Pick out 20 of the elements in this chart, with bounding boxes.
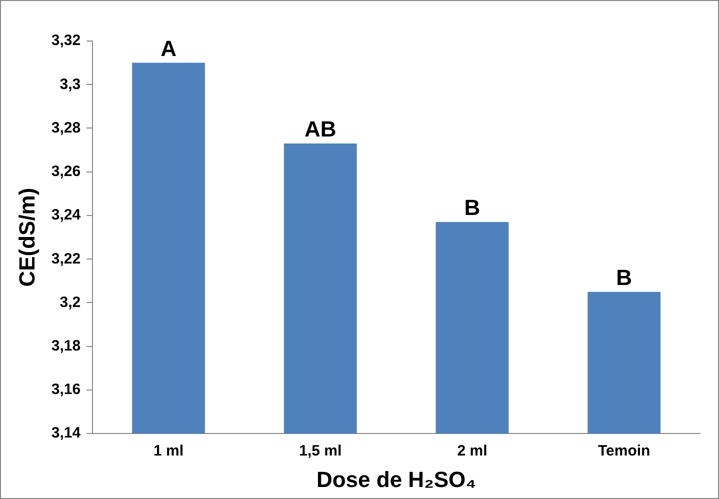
y-tick-label: 3,14 bbox=[51, 424, 82, 442]
annotation: AB bbox=[304, 116, 336, 142]
x-axis-title: Dose de H₂SO₄ bbox=[316, 466, 476, 492]
y-tick-label: 3,28 bbox=[51, 119, 81, 136]
y-tick-label: 3,24 bbox=[51, 206, 82, 224]
x-tick-label: 2 ml bbox=[457, 442, 488, 460]
y-tick-label: 3,32 bbox=[51, 32, 81, 50]
y-tick-label: 3,16 bbox=[51, 381, 81, 398]
annotation: B bbox=[616, 264, 632, 290]
annotation: A bbox=[160, 36, 177, 61]
x-tick-label: 1 ml bbox=[154, 442, 184, 460]
x-tick-label: 1,5 ml bbox=[299, 442, 342, 460]
y-tick-label: 3,18 bbox=[51, 337, 81, 354]
y-tick-label: 3,26 bbox=[51, 163, 81, 180]
annotation: B bbox=[464, 195, 480, 220]
y-axis-title: CE(dS/m) bbox=[14, 188, 40, 287]
y-tick-label: 3,3 bbox=[60, 76, 81, 93]
x-tick-label: Temoin bbox=[598, 442, 650, 460]
y-tick-label: 3,2 bbox=[60, 294, 81, 311]
y-tick-label: 3,22 bbox=[51, 250, 81, 268]
